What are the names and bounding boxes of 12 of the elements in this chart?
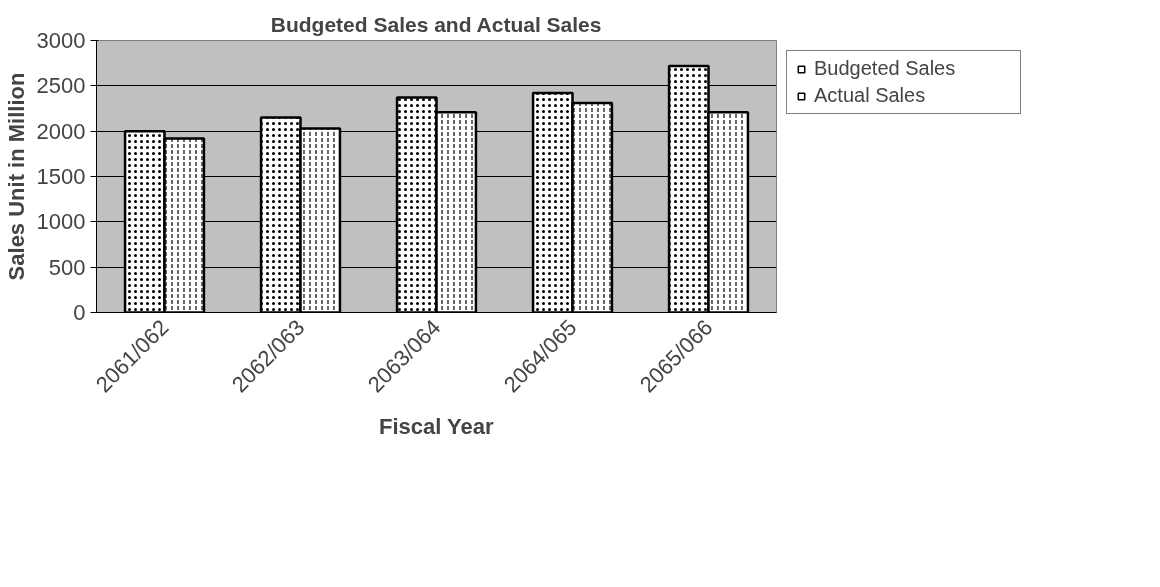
y-tick-label: 1500 [36,164,86,189]
y-tick-label: 2000 [36,118,86,144]
legend-label: Budgeted Sales [814,57,957,80]
legend-label: Actual Sales [814,84,927,107]
y-tick-label: 0 [73,300,86,325]
y-tick-label: 1000 [36,209,86,235]
y-tick-label: 2500 [36,73,86,99]
y-tick-label: 3000 [36,28,86,53]
y-tick-label: 500 [48,254,86,280]
chart-title: Budgeted Sales and Actual Sales [270,12,602,36]
y-axis-title: Sales Unit in Million [3,72,29,281]
x-axis-title: Fiscal Year [379,414,495,440]
